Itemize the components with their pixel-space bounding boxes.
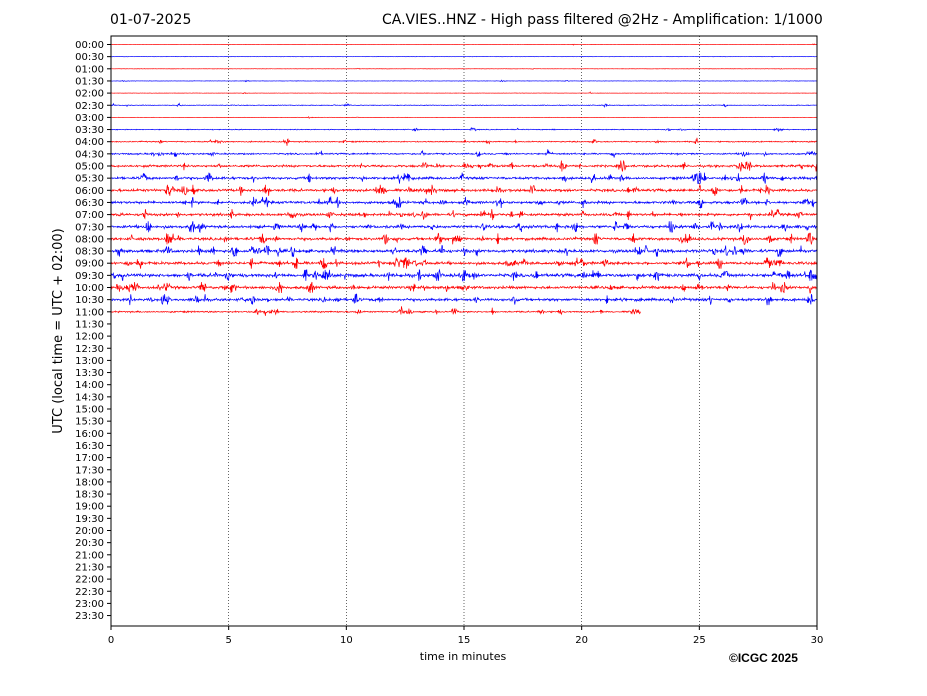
y-tick-label-32: 16:00: [75, 429, 104, 440]
y-tick-label-24: 12:00: [75, 332, 104, 343]
y-tick-label-17: 08:30: [75, 247, 104, 258]
trace-0200: [110, 91, 818, 95]
x-tick-label-2: 10: [340, 635, 353, 646]
trace-0230: [110, 102, 818, 109]
trace-0830: [110, 245, 818, 258]
y-tick-label-30: 15:00: [75, 405, 104, 416]
trace-1000: [110, 281, 818, 294]
y-tick-label-19: 09:30: [75, 271, 104, 282]
y-tick-label-41: 20:30: [75, 538, 104, 549]
y-tick-label-34: 17:00: [75, 453, 104, 464]
y-tick-label-29: 14:30: [75, 392, 104, 403]
y-tick-label-40: 20:00: [75, 526, 104, 537]
y-tick-label-12: 06:00: [75, 186, 104, 197]
y-tick-label-27: 13:30: [75, 368, 104, 379]
y-tick-label-28: 14:00: [75, 380, 104, 391]
chart-title: CA.VIES..HNZ - High pass filtered @2Hz -…: [382, 12, 823, 28]
trace-0430: [110, 149, 818, 158]
trace-0700: [110, 208, 818, 221]
x-tick-label-0: 0: [108, 635, 114, 646]
x-tick-label-6: 30: [811, 635, 824, 646]
copyright-text: ©ICGC 2025: [729, 651, 798, 665]
y-tick-label-15: 07:30: [75, 222, 104, 233]
trace-0000: [110, 43, 818, 46]
y-tick-label-1: 00:30: [75, 52, 104, 63]
y-tick-label-16: 08:00: [75, 234, 104, 245]
trace-0630: [110, 195, 818, 209]
trace-0130: [110, 79, 818, 83]
y-tick-label-44: 22:00: [75, 575, 104, 586]
x-tick-label-4: 20: [575, 635, 588, 646]
trace-0530: [110, 172, 818, 184]
y-tick-label-10: 05:00: [75, 162, 104, 173]
y-tick-label-23: 11:30: [75, 319, 104, 330]
seismic-traces: [110, 43, 818, 316]
x-axis-label: time in minutes: [420, 650, 507, 663]
trace-0800: [110, 232, 818, 245]
y-tick-label-35: 17:30: [75, 465, 104, 476]
y-tick-label-37: 18:30: [75, 490, 104, 501]
y-tick-label-0: 00:00: [75, 40, 104, 51]
y-tick-label-20: 10:00: [75, 283, 104, 294]
x-tick-label-5: 25: [693, 635, 706, 646]
y-tick-label-38: 19:00: [75, 502, 104, 513]
y-tick-label-14: 07:00: [75, 210, 104, 221]
y-tick-label-46: 23:00: [75, 599, 104, 610]
trace-1030: [110, 293, 818, 306]
y-tick-label-26: 13:00: [75, 356, 104, 367]
y-tick-label-11: 05:30: [75, 174, 104, 185]
y-tick-label-6: 03:00: [75, 113, 104, 124]
y-tick-label-47: 23:30: [75, 611, 104, 622]
y-tick-label-7: 03:30: [75, 125, 104, 136]
y-tick-label-25: 12:30: [75, 344, 104, 355]
y-tick-label-21: 10:30: [75, 295, 104, 306]
trace-0400: [110, 137, 818, 146]
trace-0900: [110, 257, 818, 269]
trace-0300: [110, 116, 818, 119]
y-tick-label-22: 11:00: [75, 307, 104, 318]
trace-0100: [110, 67, 818, 70]
y-tick-label-9: 04:30: [75, 149, 104, 160]
y-tick-label-18: 09:00: [75, 259, 104, 270]
x-tick-label-1: 5: [225, 635, 231, 646]
trace-0930: [110, 268, 818, 282]
y-tick-label-8: 04:00: [75, 137, 104, 148]
trace-1100: [110, 306, 641, 316]
trace-0330: [110, 127, 818, 133]
y-tick-label-3: 01:30: [75, 76, 104, 87]
y-tick-label-43: 21:30: [75, 562, 104, 573]
grid-lines: [228, 36, 700, 626]
y-tick-label-42: 21:00: [75, 550, 104, 561]
y-tick-label-39: 19:30: [75, 514, 104, 525]
y-axis-label: UTC (local time = UTC + 02:00): [51, 228, 66, 433]
y-tick-label-13: 06:30: [75, 198, 104, 209]
trace-0600: [110, 183, 818, 196]
x-axis-ticks: 0 5 10 15 20 25 30: [108, 626, 824, 646]
trace-0730: [110, 220, 818, 234]
y-tick-label-31: 15:30: [75, 417, 104, 428]
trace-0500: [110, 160, 818, 172]
y-tick-label-5: 02:30: [75, 101, 104, 112]
y-tick-label-4: 02:00: [75, 89, 104, 100]
x-tick-label-3: 15: [458, 635, 471, 646]
y-tick-label-2: 01:00: [75, 64, 104, 75]
trace-0030: [110, 55, 817, 58]
y-tick-label-45: 22:30: [75, 587, 104, 598]
y-tick-label-33: 16:30: [75, 441, 104, 452]
chart-date-title: 01-07-2025: [110, 12, 192, 28]
y-tick-label-36: 18:00: [75, 477, 104, 488]
